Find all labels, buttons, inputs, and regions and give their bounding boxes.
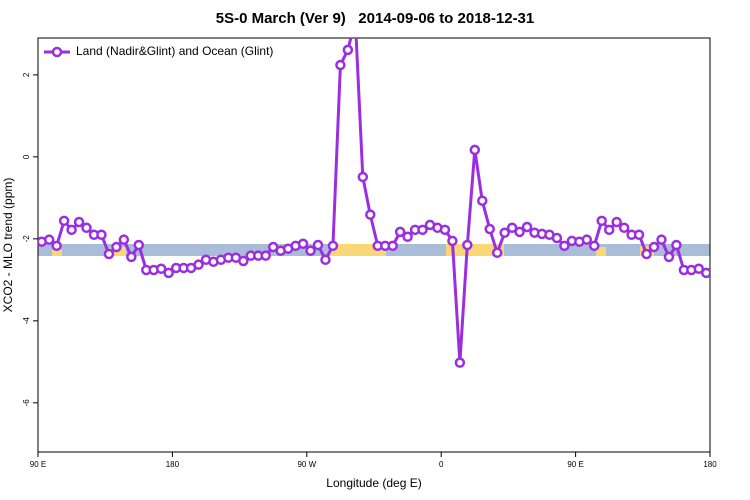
x-tick-label: 90 E [567, 460, 583, 469]
data-point [320, 254, 331, 266]
data-point [387, 240, 398, 252]
data-point [133, 239, 145, 251]
data-point [589, 240, 600, 252]
data-point [439, 224, 451, 236]
data-point [335, 59, 346, 71]
data-point [312, 239, 324, 251]
data-point [701, 267, 710, 279]
data-point [417, 224, 428, 236]
data-point [633, 229, 645, 241]
data-point [618, 222, 630, 234]
data-point [671, 239, 682, 251]
data-point [58, 215, 70, 227]
data-point [163, 267, 174, 279]
legend-label: Land (Nadir&Glint) and Ocean (Glint) [76, 44, 273, 58]
data-point [193, 259, 204, 270]
data-point [506, 222, 518, 234]
data-point [596, 215, 607, 227]
data-point [96, 229, 107, 241]
data-point [477, 195, 488, 206]
data-point [73, 216, 85, 228]
chart-title: 5S-0 March (Ver 9) 2014-09-06 to 2018-12… [216, 10, 535, 27]
data-point [611, 216, 622, 228]
data-point [693, 263, 705, 275]
data-point [111, 241, 122, 253]
data-point [357, 171, 369, 183]
data-point [342, 44, 354, 56]
plot-area [38, 38, 710, 368]
data-line [41, 38, 707, 365]
data-point [551, 232, 563, 244]
x-tick-label: 90 E [30, 460, 46, 469]
legend-marker [51, 46, 63, 58]
data-point [559, 240, 570, 252]
data-point [499, 227, 510, 238]
data-point [402, 231, 413, 243]
data-point [155, 263, 167, 275]
y-tick-label: -2 [22, 235, 31, 243]
data-point [66, 224, 77, 236]
data-point [491, 247, 503, 259]
data-point [305, 245, 316, 256]
y-tick-label: 2 [22, 72, 31, 77]
data-point [43, 234, 55, 245]
y-axis-label: XCO2 - MLO trend (ppm) [1, 178, 15, 313]
data-point [656, 234, 667, 245]
data-point [260, 250, 271, 261]
data-point [469, 144, 481, 156]
data-point [297, 238, 309, 250]
data-point [663, 251, 675, 263]
data-point [126, 251, 137, 263]
data-point [514, 226, 525, 238]
y-tick-label: -6 [22, 399, 31, 407]
y-tick-label: 0 [22, 154, 31, 159]
x-tick-label: 90 W [297, 460, 316, 469]
data-point [581, 234, 593, 245]
x-tick-label: 180 [703, 460, 717, 469]
data-point [238, 255, 249, 267]
data-point [521, 221, 533, 233]
data-point [81, 222, 92, 234]
data-point [484, 223, 495, 235]
data-point [648, 241, 660, 253]
data-point [51, 240, 62, 252]
data-point [603, 224, 615, 236]
x-axis-label: Longitude (deg E) [326, 476, 421, 490]
data-point [365, 209, 376, 220]
data-point [447, 235, 458, 247]
x-tick-label: 0 [439, 460, 444, 469]
x-tick-label: 180 [166, 460, 180, 469]
data-point [327, 240, 339, 252]
y-tick-label: -4 [22, 317, 31, 325]
data-point [394, 226, 406, 238]
data-point [454, 357, 466, 368]
data-point [641, 248, 652, 260]
data-point [462, 239, 473, 251]
data-point [118, 234, 130, 245]
data-point [103, 248, 115, 260]
